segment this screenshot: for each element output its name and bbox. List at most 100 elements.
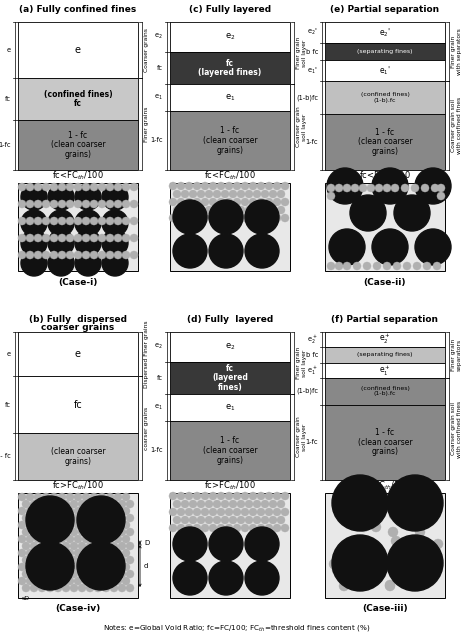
Circle shape	[78, 570, 86, 578]
Text: (e) Partial separation: (e) Partial separation	[330, 4, 439, 13]
Circle shape	[265, 508, 273, 516]
Circle shape	[193, 492, 201, 500]
Circle shape	[173, 190, 181, 198]
Bar	[325, 113, 445, 170]
Circle shape	[22, 584, 30, 592]
Text: D: D	[144, 540, 149, 546]
Circle shape	[401, 184, 409, 192]
Text: 1 - fc: 1 - fc	[0, 453, 11, 459]
Circle shape	[21, 210, 47, 236]
Text: fc<FC$_{th}$/100: fc<FC$_{th}$/100	[359, 480, 411, 492]
Circle shape	[201, 508, 209, 516]
Circle shape	[126, 570, 134, 578]
Circle shape	[359, 522, 369, 532]
Circle shape	[18, 200, 26, 208]
Circle shape	[400, 492, 410, 502]
Text: (d) Fully  layered: (d) Fully layered	[187, 314, 273, 323]
Circle shape	[185, 198, 193, 206]
Circle shape	[401, 519, 411, 529]
Circle shape	[273, 198, 281, 206]
Circle shape	[34, 535, 42, 543]
Text: sD: sD	[22, 596, 30, 601]
Circle shape	[77, 496, 125, 544]
Circle shape	[34, 549, 42, 557]
Circle shape	[122, 217, 130, 225]
Circle shape	[225, 214, 233, 222]
Circle shape	[177, 492, 185, 500]
Circle shape	[118, 570, 126, 578]
Circle shape	[90, 200, 98, 208]
Circle shape	[169, 214, 177, 222]
Bar	[170, 421, 290, 480]
Circle shape	[74, 549, 82, 557]
Text: 1 - fc
(clean coarser
grains): 1 - fc (clean coarser grains)	[203, 126, 257, 155]
Circle shape	[54, 556, 62, 564]
Circle shape	[177, 182, 185, 190]
Circle shape	[66, 234, 74, 242]
Circle shape	[90, 217, 98, 225]
Circle shape	[62, 570, 70, 578]
Circle shape	[42, 183, 50, 191]
Circle shape	[339, 574, 349, 584]
Circle shape	[70, 570, 78, 578]
Circle shape	[106, 521, 114, 529]
Circle shape	[102, 542, 110, 550]
Circle shape	[102, 500, 110, 508]
Circle shape	[402, 540, 412, 550]
Bar	[170, 22, 290, 51]
Circle shape	[46, 542, 54, 550]
Circle shape	[34, 251, 42, 259]
Circle shape	[213, 190, 221, 198]
Text: Finer grain
soil layer: Finer grain soil layer	[296, 347, 307, 379]
Circle shape	[94, 514, 102, 522]
Circle shape	[114, 493, 122, 501]
Bar	[325, 81, 445, 113]
Text: e$_2$: e$_2$	[155, 342, 163, 351]
Circle shape	[169, 524, 177, 532]
Text: e$_2^+$: e$_2^+$	[308, 333, 318, 346]
Circle shape	[221, 516, 229, 524]
Circle shape	[106, 200, 114, 208]
Circle shape	[114, 535, 122, 543]
Circle shape	[86, 542, 94, 550]
Circle shape	[50, 563, 58, 571]
Circle shape	[46, 570, 54, 578]
Circle shape	[209, 200, 243, 234]
Circle shape	[26, 535, 34, 543]
Circle shape	[66, 535, 74, 543]
Bar	[170, 394, 290, 421]
Circle shape	[281, 508, 289, 516]
Circle shape	[378, 497, 388, 507]
Circle shape	[122, 251, 130, 259]
Circle shape	[273, 524, 281, 532]
Circle shape	[34, 493, 42, 501]
Circle shape	[46, 528, 54, 536]
Circle shape	[30, 500, 38, 508]
Circle shape	[30, 584, 38, 592]
Circle shape	[50, 521, 58, 529]
Circle shape	[75, 210, 101, 236]
Text: e: e	[75, 349, 81, 359]
Circle shape	[114, 251, 122, 259]
Circle shape	[122, 200, 130, 208]
Circle shape	[90, 251, 98, 259]
Circle shape	[177, 214, 185, 222]
Circle shape	[18, 493, 26, 501]
Circle shape	[114, 577, 122, 585]
Text: fc>FC$_{th}$/100: fc>FC$_{th}$/100	[204, 480, 256, 492]
Circle shape	[233, 214, 241, 222]
Circle shape	[193, 182, 201, 190]
Circle shape	[185, 492, 193, 500]
Text: fc: fc	[5, 401, 11, 408]
Circle shape	[74, 521, 82, 529]
Text: d: d	[144, 563, 148, 569]
Circle shape	[90, 507, 98, 515]
Circle shape	[38, 500, 46, 508]
Circle shape	[42, 234, 50, 242]
Circle shape	[197, 206, 205, 214]
Circle shape	[261, 190, 269, 198]
Circle shape	[106, 507, 114, 515]
Circle shape	[90, 563, 98, 571]
Circle shape	[38, 514, 46, 522]
Text: (Case-i): (Case-i)	[58, 278, 98, 287]
